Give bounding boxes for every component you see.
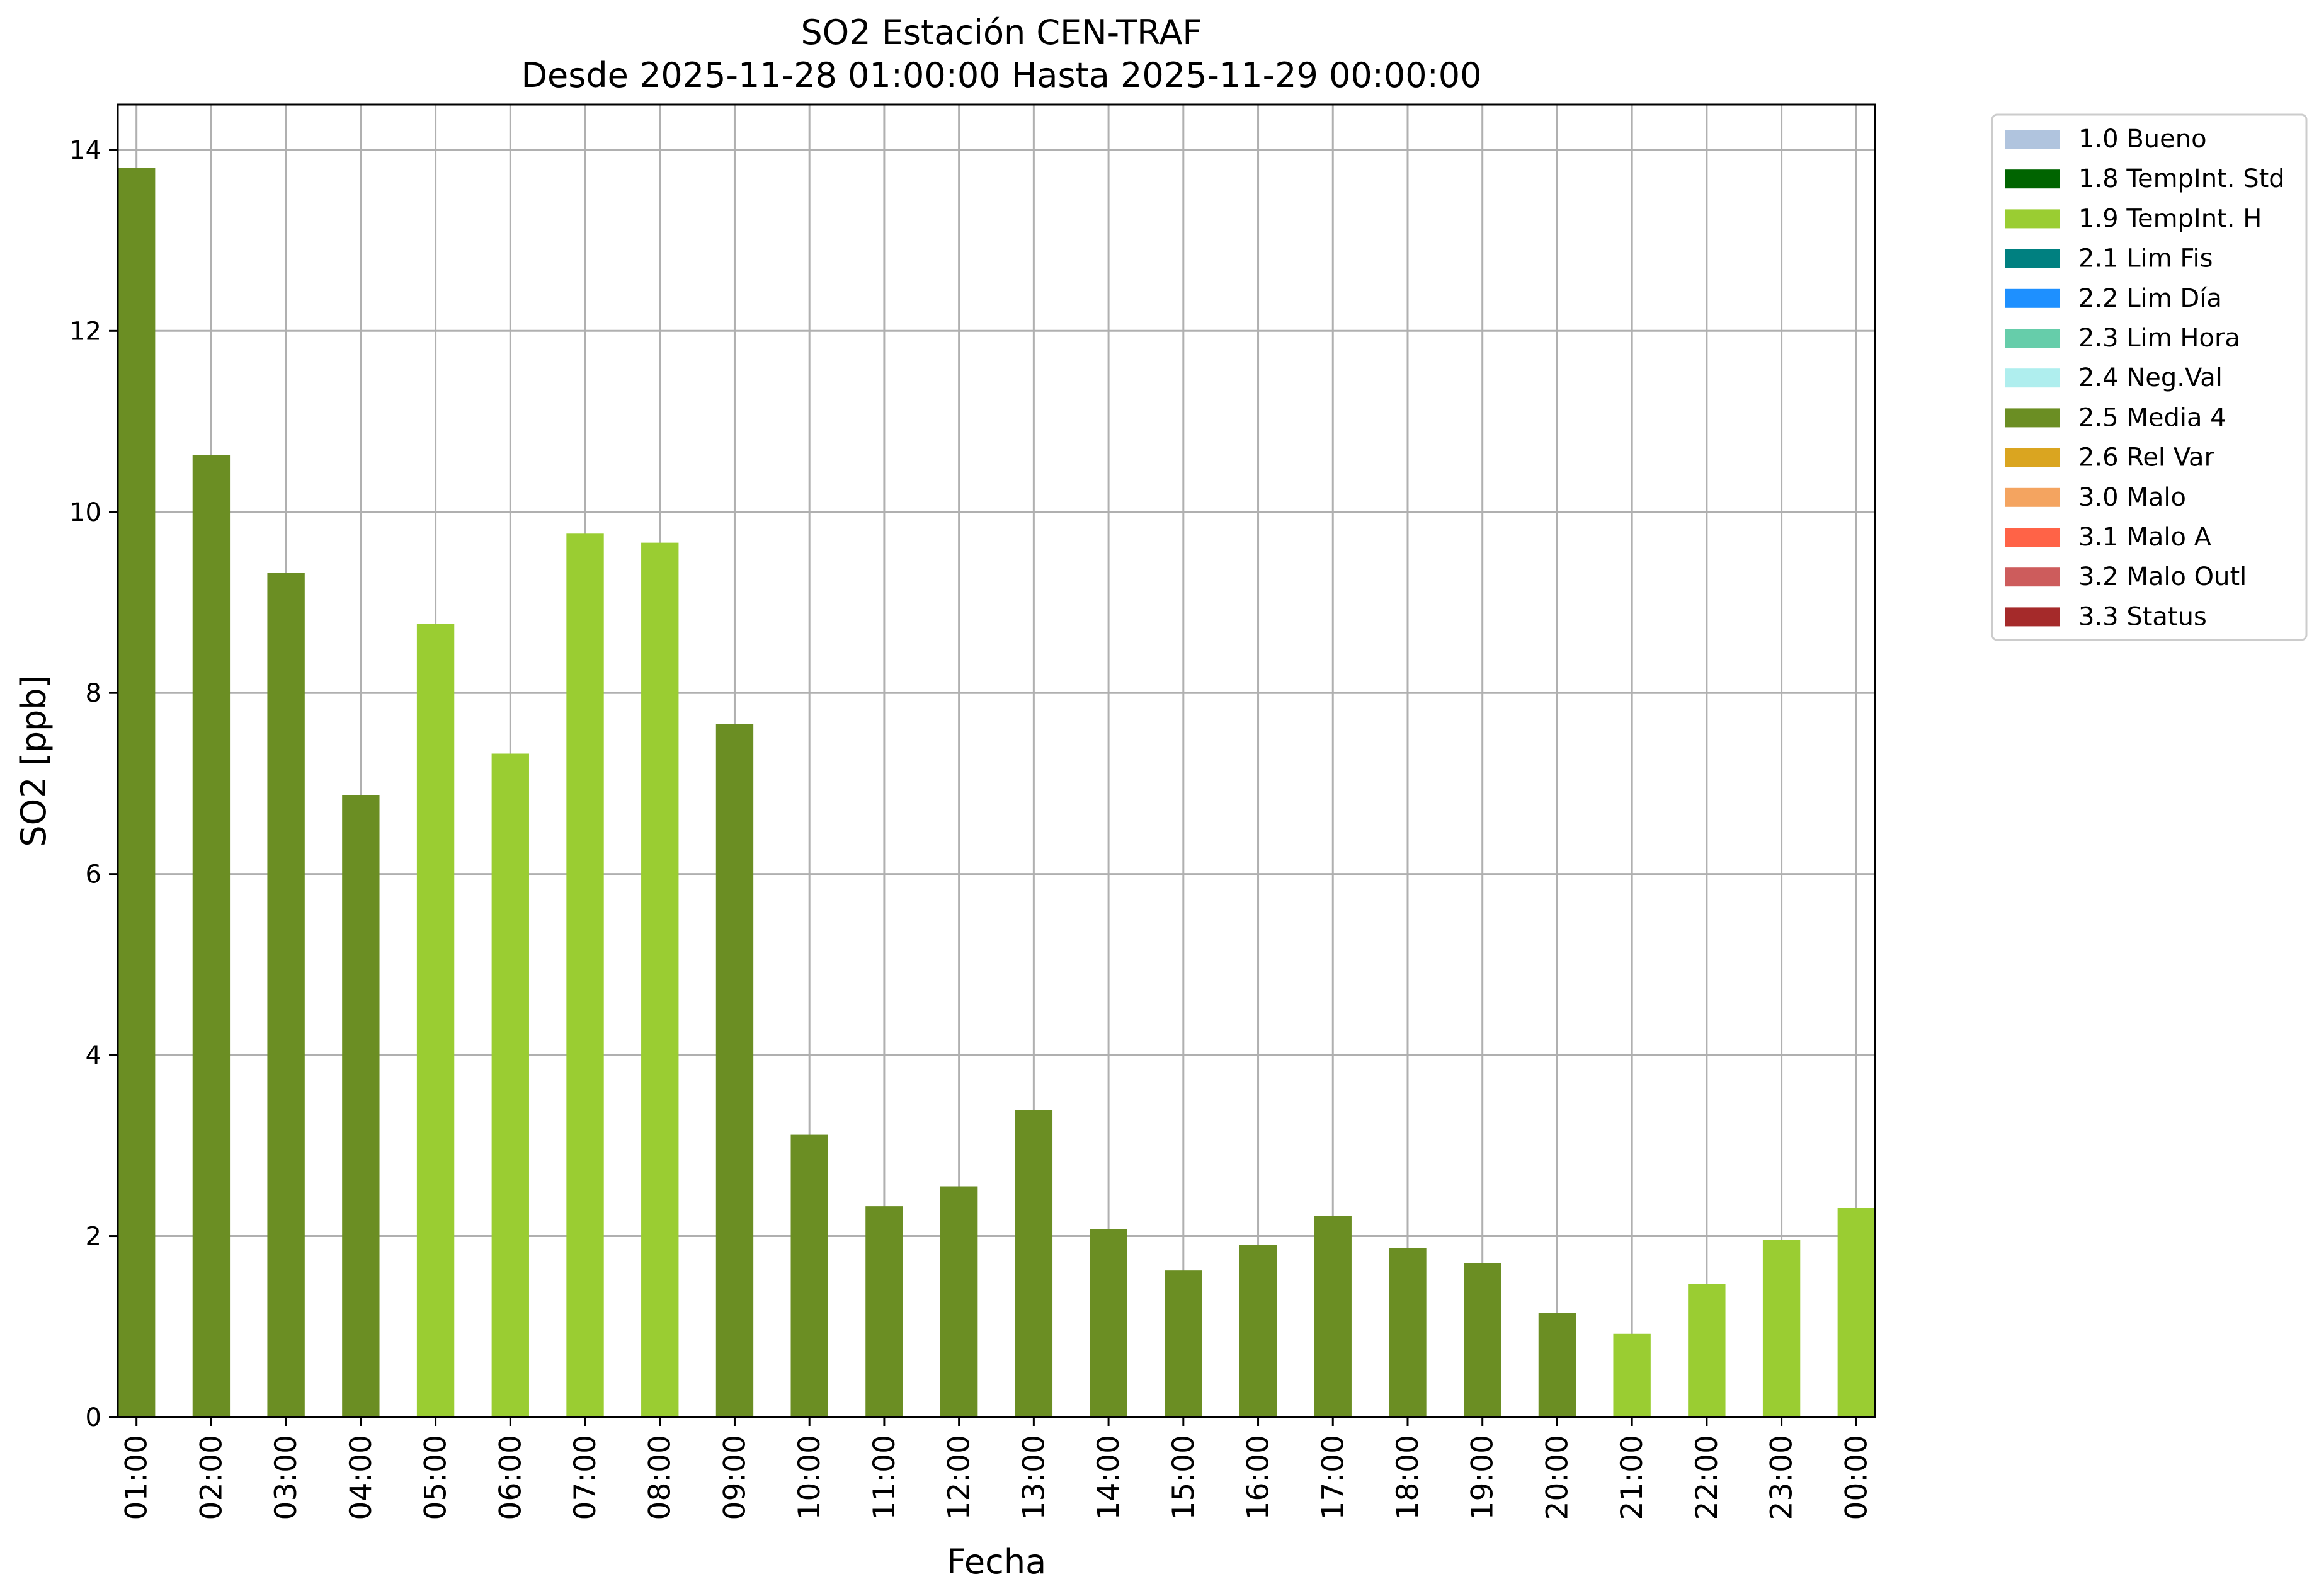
bar (865, 1206, 903, 1417)
y-axis-label: SO2 [ppb] (14, 675, 54, 846)
legend-swatch (2005, 368, 2060, 388)
legend-label: 2.4 Neg.Val (2078, 363, 2223, 392)
x-tick-label: 18:00 (1391, 1435, 1425, 1520)
bar (416, 624, 455, 1417)
x-tick-label: 23:00 (1765, 1435, 1799, 1520)
legend: 1.0 Bueno 1.8 TempInt. Std 1.9 TempInt. H 2… (1991, 113, 2308, 641)
grid-lines (118, 105, 1875, 1418)
legend-label: 3.1 Malo A (2078, 523, 2212, 552)
bar (715, 724, 754, 1417)
legend-swatch (2005, 607, 2060, 627)
legend-label: 1.8 TempInt. Std (2078, 164, 2285, 193)
legend-swatch (2005, 448, 2060, 467)
bar (1538, 1313, 1576, 1417)
x-tick-label: 12:00 (942, 1435, 977, 1520)
bar (641, 542, 679, 1418)
legend-swatch (2005, 408, 2060, 428)
bar (1239, 1245, 1277, 1417)
bar-series (118, 168, 1875, 1418)
x-tick-label: 07:00 (568, 1435, 603, 1520)
x-tick-label: 08:00 (643, 1435, 678, 1520)
x-tick-label: 04:00 (344, 1435, 379, 1520)
bar (267, 573, 305, 1418)
y-tick-label: 0 (86, 1403, 101, 1432)
y-tick-label: 12 (69, 317, 101, 346)
bar (192, 455, 231, 1417)
legend-swatch (2005, 209, 2060, 229)
x-tick-label: 21:00 (1615, 1435, 1650, 1520)
legend-label: 3.3 Status (2078, 602, 2207, 631)
x-tick-label: 20:00 (1540, 1435, 1575, 1520)
legend-swatch (2005, 567, 2060, 587)
legend-label: 2.1 Lim Fis (2078, 244, 2213, 273)
legend-label: 2.6 Rel Var (2078, 443, 2215, 472)
x-tick-label: 01:00 (120, 1435, 154, 1520)
bar (1837, 1207, 1875, 1417)
y-axis: 0 2 4 6 8 10 12 14 (69, 136, 118, 1432)
x-tick-label: 17:00 (1316, 1435, 1350, 1520)
y-tick-label: 4 (86, 1041, 101, 1070)
x-tick-label: 22:00 (1690, 1435, 1724, 1520)
chart-title: SO2 Estación CEN-TRAF (801, 13, 1202, 52)
bar (118, 168, 156, 1417)
x-tick-label: 09:00 (717, 1435, 752, 1520)
bar (940, 1186, 978, 1417)
bar (1090, 1229, 1127, 1417)
y-tick-label: 10 (69, 498, 101, 527)
x-tick-label: 03:00 (269, 1435, 304, 1520)
x-axis: 01:00 02:00 03:00 04:00 05:00 06:00 07:00 08:00… (120, 1417, 1874, 1520)
x-tick-label: 02:00 (194, 1435, 229, 1520)
x-tick-label: 13:00 (1017, 1435, 1051, 1520)
legend-swatch (2005, 169, 2060, 189)
x-tick-label: 00:00 (1839, 1435, 1874, 1520)
x-tick-label: 15:00 (1166, 1435, 1201, 1520)
x-tick-label: 05:00 (419, 1435, 453, 1520)
bar (1015, 1110, 1053, 1417)
chart-subtitle: Desde 2025-11-28 01:00:00 Hasta 2025-11-… (521, 55, 1481, 95)
bar (1464, 1263, 1501, 1417)
legend-swatch (2005, 130, 2060, 149)
y-tick-label: 8 (86, 679, 101, 708)
plot-frame (117, 103, 1876, 1418)
bar (491, 753, 529, 1417)
legend-label: 3.2 Malo Outl (2078, 562, 2247, 591)
bar (1314, 1216, 1352, 1417)
legend-label: 3.0 Malo (2078, 483, 2186, 512)
legend-swatch (2005, 288, 2060, 308)
bar (566, 533, 604, 1417)
x-tick-label: 06:00 (493, 1435, 528, 1520)
legend-frame (1991, 113, 2308, 641)
y-tick-label: 2 (86, 1223, 101, 1251)
bar (1165, 1270, 1202, 1417)
x-tick-label: 19:00 (1466, 1435, 1500, 1520)
y-tick-label: 14 (69, 136, 101, 165)
bar (790, 1134, 828, 1417)
x-tick-label: 14:00 (1091, 1435, 1126, 1520)
legend-label: 2.3 Lim Hora (2078, 324, 2240, 353)
legend-swatch (2005, 249, 2060, 268)
bar (1389, 1248, 1427, 1417)
legend-label: 1.0 Bueno (2078, 125, 2207, 154)
legend-swatch (2005, 487, 2060, 507)
x-tick-label: 11:00 (867, 1435, 902, 1520)
y-tick-label: 6 (86, 860, 101, 889)
legend-label: 2.5 Media 4 (2078, 403, 2226, 432)
bar (1613, 1333, 1651, 1417)
bar (342, 795, 380, 1417)
bar (1688, 1284, 1726, 1417)
x-tick-label: 10:00 (792, 1435, 827, 1520)
legend-label: 2.2 Lim Día (2078, 284, 2222, 313)
legend-label: 1.9 TempInt. H (2078, 204, 2262, 233)
legend-swatch (2005, 528, 2060, 547)
legend-swatch (2005, 329, 2060, 348)
bar (1762, 1240, 1801, 1417)
x-axis-label: Fecha (947, 1542, 1046, 1582)
x-tick-label: 16:00 (1241, 1435, 1276, 1520)
